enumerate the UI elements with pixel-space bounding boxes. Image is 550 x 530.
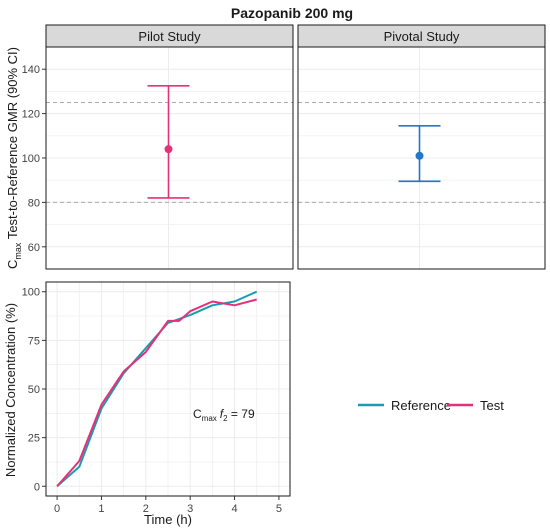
facet-pilot: Pilot Study <box>45 24 294 270</box>
f2-annotation-f-sub: 2 <box>223 414 228 423</box>
ylabel-subscript: max <box>13 242 23 260</box>
x-tick-label: 5 <box>276 503 282 515</box>
y-tick-label: 100 <box>22 287 40 299</box>
y-tick-label: 25 <box>28 433 40 445</box>
f2-annotation-prefix: C <box>193 407 202 421</box>
panel-border <box>297 46 546 270</box>
x-tick-label: 0 <box>54 503 60 515</box>
f2-annotation-f: f <box>220 407 225 421</box>
x-tick-label: 1 <box>98 503 104 515</box>
x-tick-label: 3 <box>187 503 193 515</box>
facet-strip-label: Pilot Study <box>138 29 201 44</box>
figure-title: Pazopanib 200 mg <box>231 5 353 21</box>
y-tick-label: 140 <box>22 64 40 76</box>
facet-pivotal: Pivotal Study <box>297 24 546 270</box>
gmr-point <box>415 151 424 160</box>
y-axis-title: Normalized Concentration (%) <box>3 303 18 477</box>
facet-strip-label: Pivotal Study <box>384 29 460 44</box>
y-tick-label: 80 <box>28 197 40 209</box>
legend: Reference Test <box>358 398 504 413</box>
y-tick-label: 50 <box>28 384 40 396</box>
legend-label-test: Test <box>480 398 504 413</box>
x-tick-label: 4 <box>231 503 237 515</box>
x-axis-title: Time (h) <box>144 512 192 527</box>
y-tick-label: 75 <box>28 335 40 347</box>
y-tick-label: 120 <box>22 109 40 121</box>
y-tick-label: 0 <box>34 481 40 493</box>
x-tick-label: 2 <box>143 503 149 515</box>
f2-annotation-prefix-sub: max <box>202 414 217 423</box>
y-tick-label: 60 <box>28 242 40 254</box>
series-line-test <box>56 298 257 487</box>
f2-annotation: Cmax f2 = 79 <box>193 407 255 423</box>
f2-annotation-value: = 79 <box>228 407 255 421</box>
ci-panels: Pilot Study Pivotal Study 60 80 100 120 140 <box>22 24 546 270</box>
ci-y-axis-title: Cmax Test-to-Reference GMR (90% CI) <box>5 47 23 269</box>
y-tick-label: 100 <box>22 153 40 165</box>
ylabel-rest: Test-to-Reference GMR (90% CI) <box>5 47 20 243</box>
legend-label-reference: Reference <box>391 398 451 413</box>
ylabel-main: C <box>5 260 20 269</box>
gmr-point <box>164 145 173 154</box>
ci-y-axis-title-text: Cmax Test-to-Reference GMR (90% CI) <box>5 47 23 269</box>
